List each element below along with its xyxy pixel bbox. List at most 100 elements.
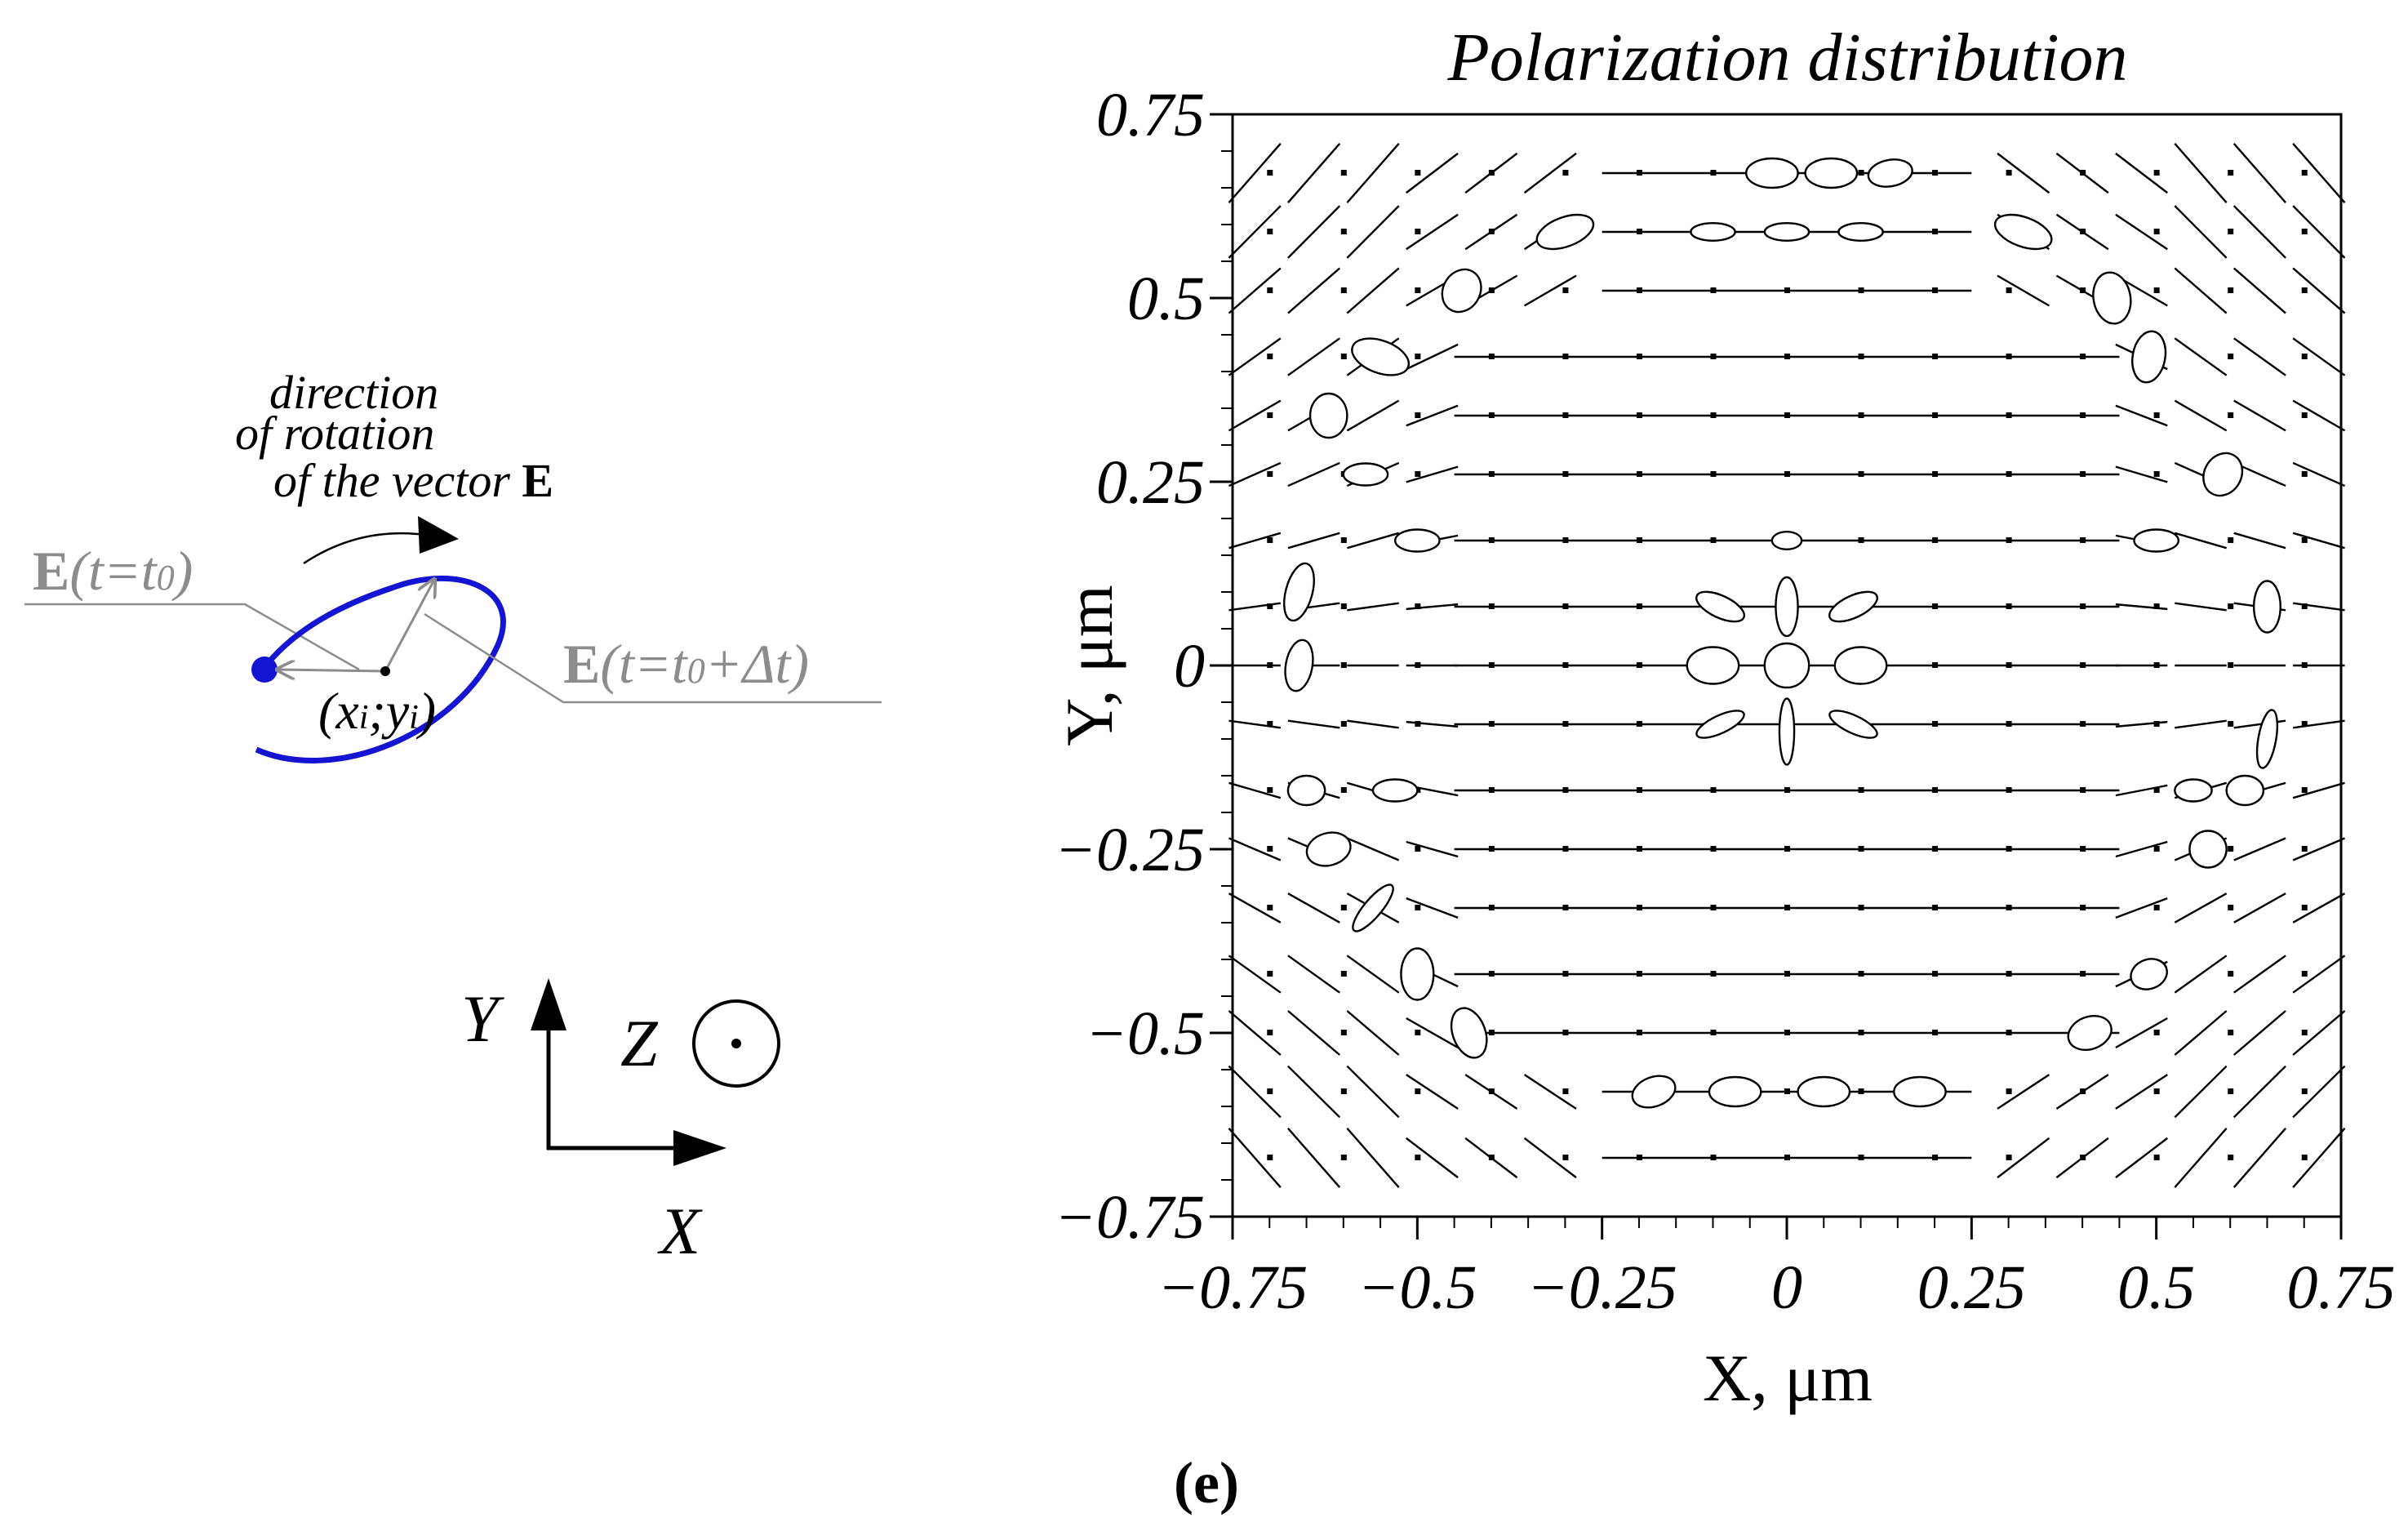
field-marker bbox=[1858, 412, 1864, 418]
field-marker bbox=[1710, 354, 1717, 359]
field-marker bbox=[1858, 1030, 1864, 1035]
field-dash bbox=[2174, 892, 2228, 923]
field-marker bbox=[2301, 1030, 2308, 1035]
field-marker bbox=[1636, 905, 1642, 910]
field-dash bbox=[1406, 152, 1459, 194]
polarization-ellipse-mark bbox=[1695, 710, 1745, 739]
field-marker bbox=[1710, 471, 1717, 477]
field-marker bbox=[2301, 905, 2308, 910]
field-dash bbox=[1346, 955, 1400, 994]
field-marker bbox=[1858, 787, 1864, 793]
field-marker bbox=[2301, 846, 2308, 852]
field-marker bbox=[1784, 471, 1790, 477]
field-marker bbox=[2153, 721, 2160, 727]
field-marker bbox=[2153, 905, 2160, 910]
field-dash bbox=[1406, 1017, 1459, 1049]
field-dash bbox=[1287, 719, 1340, 729]
field-dash bbox=[1346, 143, 1400, 203]
field-marker bbox=[1858, 846, 1864, 852]
x-tick-label: 0.25 bbox=[1917, 1253, 2026, 1322]
field-marker bbox=[1267, 412, 1273, 418]
center-point bbox=[380, 666, 390, 676]
polarization-ellipse-mark bbox=[1282, 562, 1315, 622]
field-marker bbox=[1858, 287, 1864, 293]
field-marker bbox=[1710, 1155, 1717, 1160]
field-dash bbox=[2292, 781, 2345, 799]
field-dash bbox=[1997, 274, 2050, 307]
field-marker bbox=[2006, 971, 2012, 977]
field-marker bbox=[2228, 287, 2234, 293]
x-arrowhead-icon bbox=[673, 1130, 726, 1166]
polarization-ellipse-mark bbox=[2225, 774, 2265, 807]
field-marker bbox=[2006, 603, 2012, 609]
field-marker bbox=[1932, 229, 1939, 234]
field-dash bbox=[1346, 1065, 1400, 1119]
field-dash bbox=[1406, 840, 1459, 858]
field-marker bbox=[1415, 846, 1421, 852]
field-dash bbox=[1346, 267, 1400, 314]
field-marker bbox=[1488, 787, 1495, 793]
polarization-ellipse-mark bbox=[1775, 576, 1799, 638]
field-marker bbox=[1562, 1030, 1569, 1035]
field-marker bbox=[1932, 354, 1939, 359]
field-marker bbox=[1340, 905, 1347, 910]
field-marker bbox=[1710, 846, 1717, 852]
e-t0-rest: (t=t bbox=[69, 540, 158, 602]
field-dash bbox=[2175, 719, 2227, 729]
y-tick-label: −0.5 bbox=[1086, 999, 1205, 1068]
field-marker bbox=[2228, 170, 2234, 176]
field-marker bbox=[2080, 721, 2086, 727]
field-marker bbox=[1415, 1030, 1421, 1035]
polarization-ellipse-mark bbox=[1284, 639, 1314, 692]
polarization-ellipse-mark bbox=[1993, 213, 2053, 251]
field-marker bbox=[1488, 229, 1495, 234]
field-marker bbox=[1636, 229, 1642, 234]
rotation-caption-line3: of the vector E bbox=[273, 454, 553, 507]
field-marker bbox=[2153, 787, 2160, 793]
field-dash bbox=[1346, 1010, 1400, 1056]
field-marker bbox=[2153, 662, 2160, 668]
field-marker bbox=[2080, 1155, 2086, 1160]
field-dash bbox=[2174, 205, 2228, 259]
field-dash bbox=[1228, 892, 1282, 923]
field-dash bbox=[1406, 1137, 1459, 1179]
field-dash bbox=[2233, 955, 2286, 994]
field-dash bbox=[1347, 602, 1399, 612]
field-marker bbox=[1858, 170, 1864, 176]
field-marker bbox=[2080, 537, 2086, 543]
field-marker bbox=[2301, 662, 2308, 668]
point-open: (x bbox=[318, 682, 359, 740]
polarization-ellipse-mark bbox=[1305, 831, 1352, 867]
rotation-arc bbox=[303, 532, 425, 565]
field-marker bbox=[2228, 971, 2234, 977]
field-marker bbox=[1562, 971, 1569, 977]
field-marker bbox=[1932, 905, 1939, 910]
field-marker bbox=[1488, 1155, 1495, 1160]
field-dash bbox=[1228, 143, 1282, 203]
field-marker bbox=[1488, 721, 1495, 727]
field-dash bbox=[1346, 837, 1400, 861]
y-axis-title: Y, μm bbox=[1052, 585, 1126, 745]
rotation-arrowhead-icon bbox=[418, 516, 459, 554]
start-point bbox=[251, 656, 278, 683]
field-marker bbox=[1267, 721, 1273, 727]
polarization-ellipse-mark bbox=[1867, 158, 1913, 188]
field-marker bbox=[1636, 662, 1642, 668]
field-dash bbox=[1406, 343, 1459, 371]
polarization-ellipse-mark bbox=[1770, 531, 1803, 551]
field-marker bbox=[1932, 1155, 1939, 1160]
field-dash bbox=[1228, 1010, 1282, 1056]
x-tick-label: 0.5 bbox=[2117, 1253, 2195, 1322]
field-marker bbox=[2153, 603, 2160, 609]
field-marker bbox=[1784, 905, 1790, 910]
e-t0-dt-sub: 0 bbox=[687, 651, 705, 691]
field-marker bbox=[1415, 354, 1421, 359]
field-marker bbox=[2080, 471, 2086, 477]
field-dash bbox=[2233, 143, 2287, 203]
field-marker bbox=[1488, 971, 1495, 977]
field-marker bbox=[2006, 287, 2012, 293]
field-dash bbox=[2233, 267, 2286, 314]
field-marker bbox=[1340, 229, 1347, 234]
